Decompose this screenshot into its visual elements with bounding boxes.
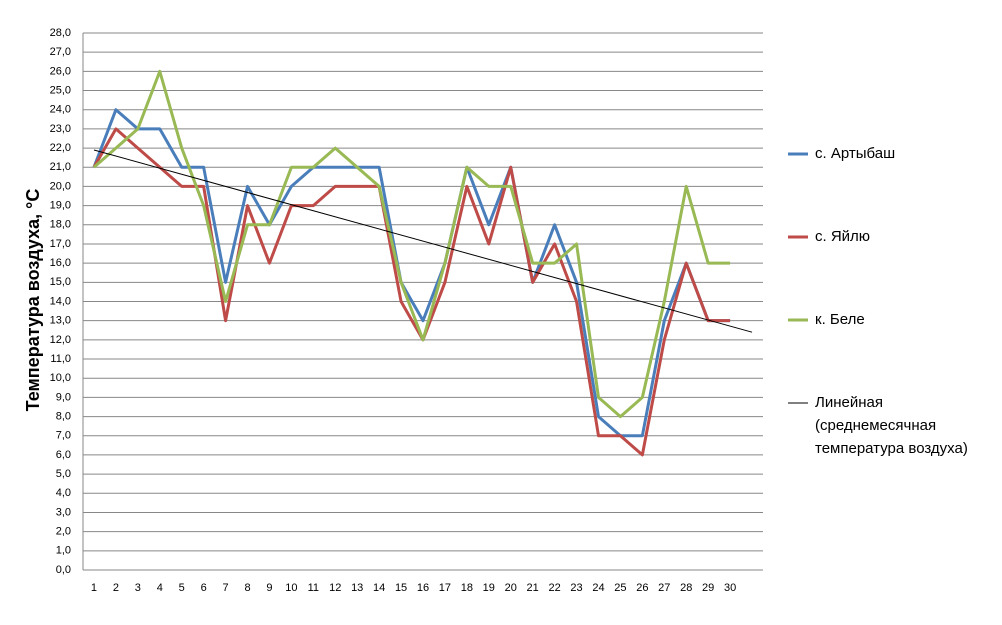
y-tick-label: 2,0 (56, 526, 71, 538)
y-tick-label: 22,0 (50, 142, 71, 154)
x-tick-label: 21 (527, 582, 539, 594)
y-tick-label: 24,0 (50, 104, 71, 116)
y-tick-label: 14,0 (50, 295, 71, 307)
y-tick-label: 16,0 (50, 257, 71, 269)
y-tick-label: 26,0 (50, 65, 71, 77)
y-tick-label: 5,0 (56, 468, 71, 480)
x-tick-label: 22 (548, 582, 560, 594)
y-tick-label: 11,0 (50, 353, 71, 365)
x-tick-label: 28 (680, 582, 692, 594)
x-tick-label: 25 (614, 582, 626, 594)
y-tick-label: 6,0 (56, 449, 71, 461)
trend-line (93, 149, 753, 333)
x-tick-label: 15 (395, 582, 407, 594)
y-tick-label: 1,0 (56, 545, 71, 557)
y-tick-label: 4,0 (56, 487, 71, 499)
y-tick-label: 20,0 (50, 180, 71, 192)
legend-label: температура воздуха) (815, 440, 968, 457)
x-tick-label: 23 (570, 582, 582, 594)
x-tick-label: 6 (201, 582, 207, 594)
y-tick-label: 0,0 (56, 564, 71, 576)
x-tick-label: 11 (308, 582, 319, 594)
y-tick-label: 12,0 (50, 334, 71, 346)
x-tick-label: 14 (373, 582, 385, 594)
x-tick-label: 19 (483, 582, 495, 594)
series-line (92, 127, 731, 457)
legend-label: с. Артыбаш (815, 145, 895, 162)
y-axis-label: Температура воздуха, °С (23, 189, 43, 412)
y-tick-label: 21,0 (50, 161, 71, 173)
x-tick-label: 4 (157, 582, 163, 594)
y-tick-label: 13,0 (50, 315, 71, 327)
y-tick-label: 19,0 (50, 200, 71, 212)
y-tick-label: 23,0 (50, 123, 71, 135)
x-tick-label: 17 (439, 582, 451, 594)
y-tick-label: 25,0 (50, 84, 71, 96)
x-tick-label: 5 (179, 582, 185, 594)
y-tick-label: 8,0 (56, 410, 71, 422)
y-tick-label: 18,0 (50, 219, 71, 231)
legend-label: (среднемесячная (815, 417, 936, 434)
x-tick-label: 27 (658, 582, 670, 594)
x-tick-label: 12 (329, 582, 341, 594)
x-tick-label: 2 (113, 582, 119, 594)
y-tick-label: 17,0 (50, 238, 71, 250)
x-tick-label: 30 (724, 582, 736, 594)
x-tick-label: 20 (505, 582, 517, 594)
x-tick-label: 3 (135, 582, 141, 594)
x-tick-label: 10 (285, 582, 297, 594)
x-tick-label: 29 (702, 582, 714, 594)
y-tick-label: 28,0 (50, 27, 71, 39)
y-tick-label: 9,0 (56, 391, 71, 403)
x-tick-label: 8 (244, 582, 250, 594)
x-tick-label: 7 (223, 582, 229, 594)
x-tick-label: 13 (351, 582, 363, 594)
y-tick-label: 3,0 (56, 506, 71, 518)
x-tick-label: 18 (461, 582, 473, 594)
y-tick-label: 15,0 (50, 276, 71, 288)
y-tick-label: 7,0 (56, 430, 71, 442)
x-tick-label: 26 (636, 582, 648, 594)
x-tick-label: 9 (266, 582, 272, 594)
x-tick-label: 24 (592, 582, 604, 594)
legend-label: к. Беле (815, 311, 865, 328)
legend-label: Линейная (815, 394, 883, 411)
x-tick-label: 1 (91, 582, 97, 594)
series-line (92, 69, 731, 419)
y-tick-label: 10,0 (50, 372, 71, 384)
y-tick-label: 27,0 (50, 46, 71, 58)
series-line (92, 108, 731, 438)
x-tick-label: 16 (417, 582, 429, 594)
legend-label: с. Яйлю (815, 228, 870, 245)
